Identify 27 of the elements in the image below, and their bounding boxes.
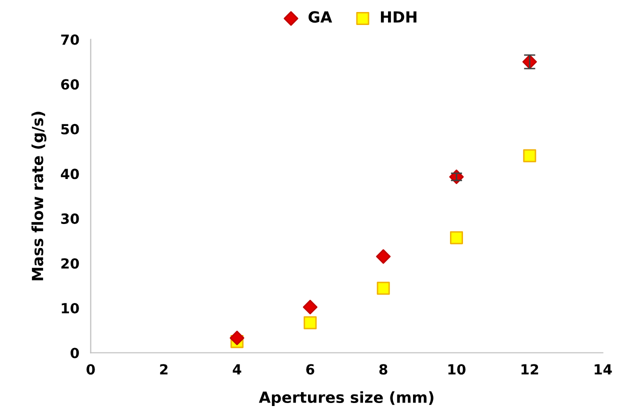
x-tick-label: 2	[160, 364, 168, 374]
x-tick-label: 0	[86, 364, 95, 375]
y-tick-label: 20	[61, 258, 79, 269]
point	[302, 300, 318, 314]
point	[230, 330, 244, 346]
x-tick-label: 12	[522, 364, 538, 374]
y-tick-label: 30	[61, 213, 79, 224]
point	[450, 231, 463, 244]
point	[523, 149, 536, 162]
point	[376, 282, 390, 295]
point	[304, 316, 317, 330]
legend-label: GA	[308, 11, 332, 23]
x-tick-label: 8	[379, 364, 388, 375]
y-tick-label: 10	[62, 302, 79, 314]
legend-label: HDH	[380, 11, 416, 22]
y-tick-label: 0	[70, 348, 79, 358]
y-axis-title: Mass flow rate (g/s)	[31, 112, 46, 280]
x-tick-label: 4	[232, 364, 242, 374]
y-tick-label: 50	[61, 124, 79, 134]
y-tick-label: 70	[61, 34, 79, 45]
x-tick-label: 10	[448, 364, 466, 375]
y-tick-label: 60	[61, 79, 79, 90]
x-axis-title: Apertures size (mm)	[258, 391, 434, 406]
point	[376, 249, 391, 264]
y-tick-label: 40	[60, 168, 79, 180]
x-tick-label: 14	[594, 364, 612, 374]
x-tick-label: 6	[306, 364, 314, 375]
